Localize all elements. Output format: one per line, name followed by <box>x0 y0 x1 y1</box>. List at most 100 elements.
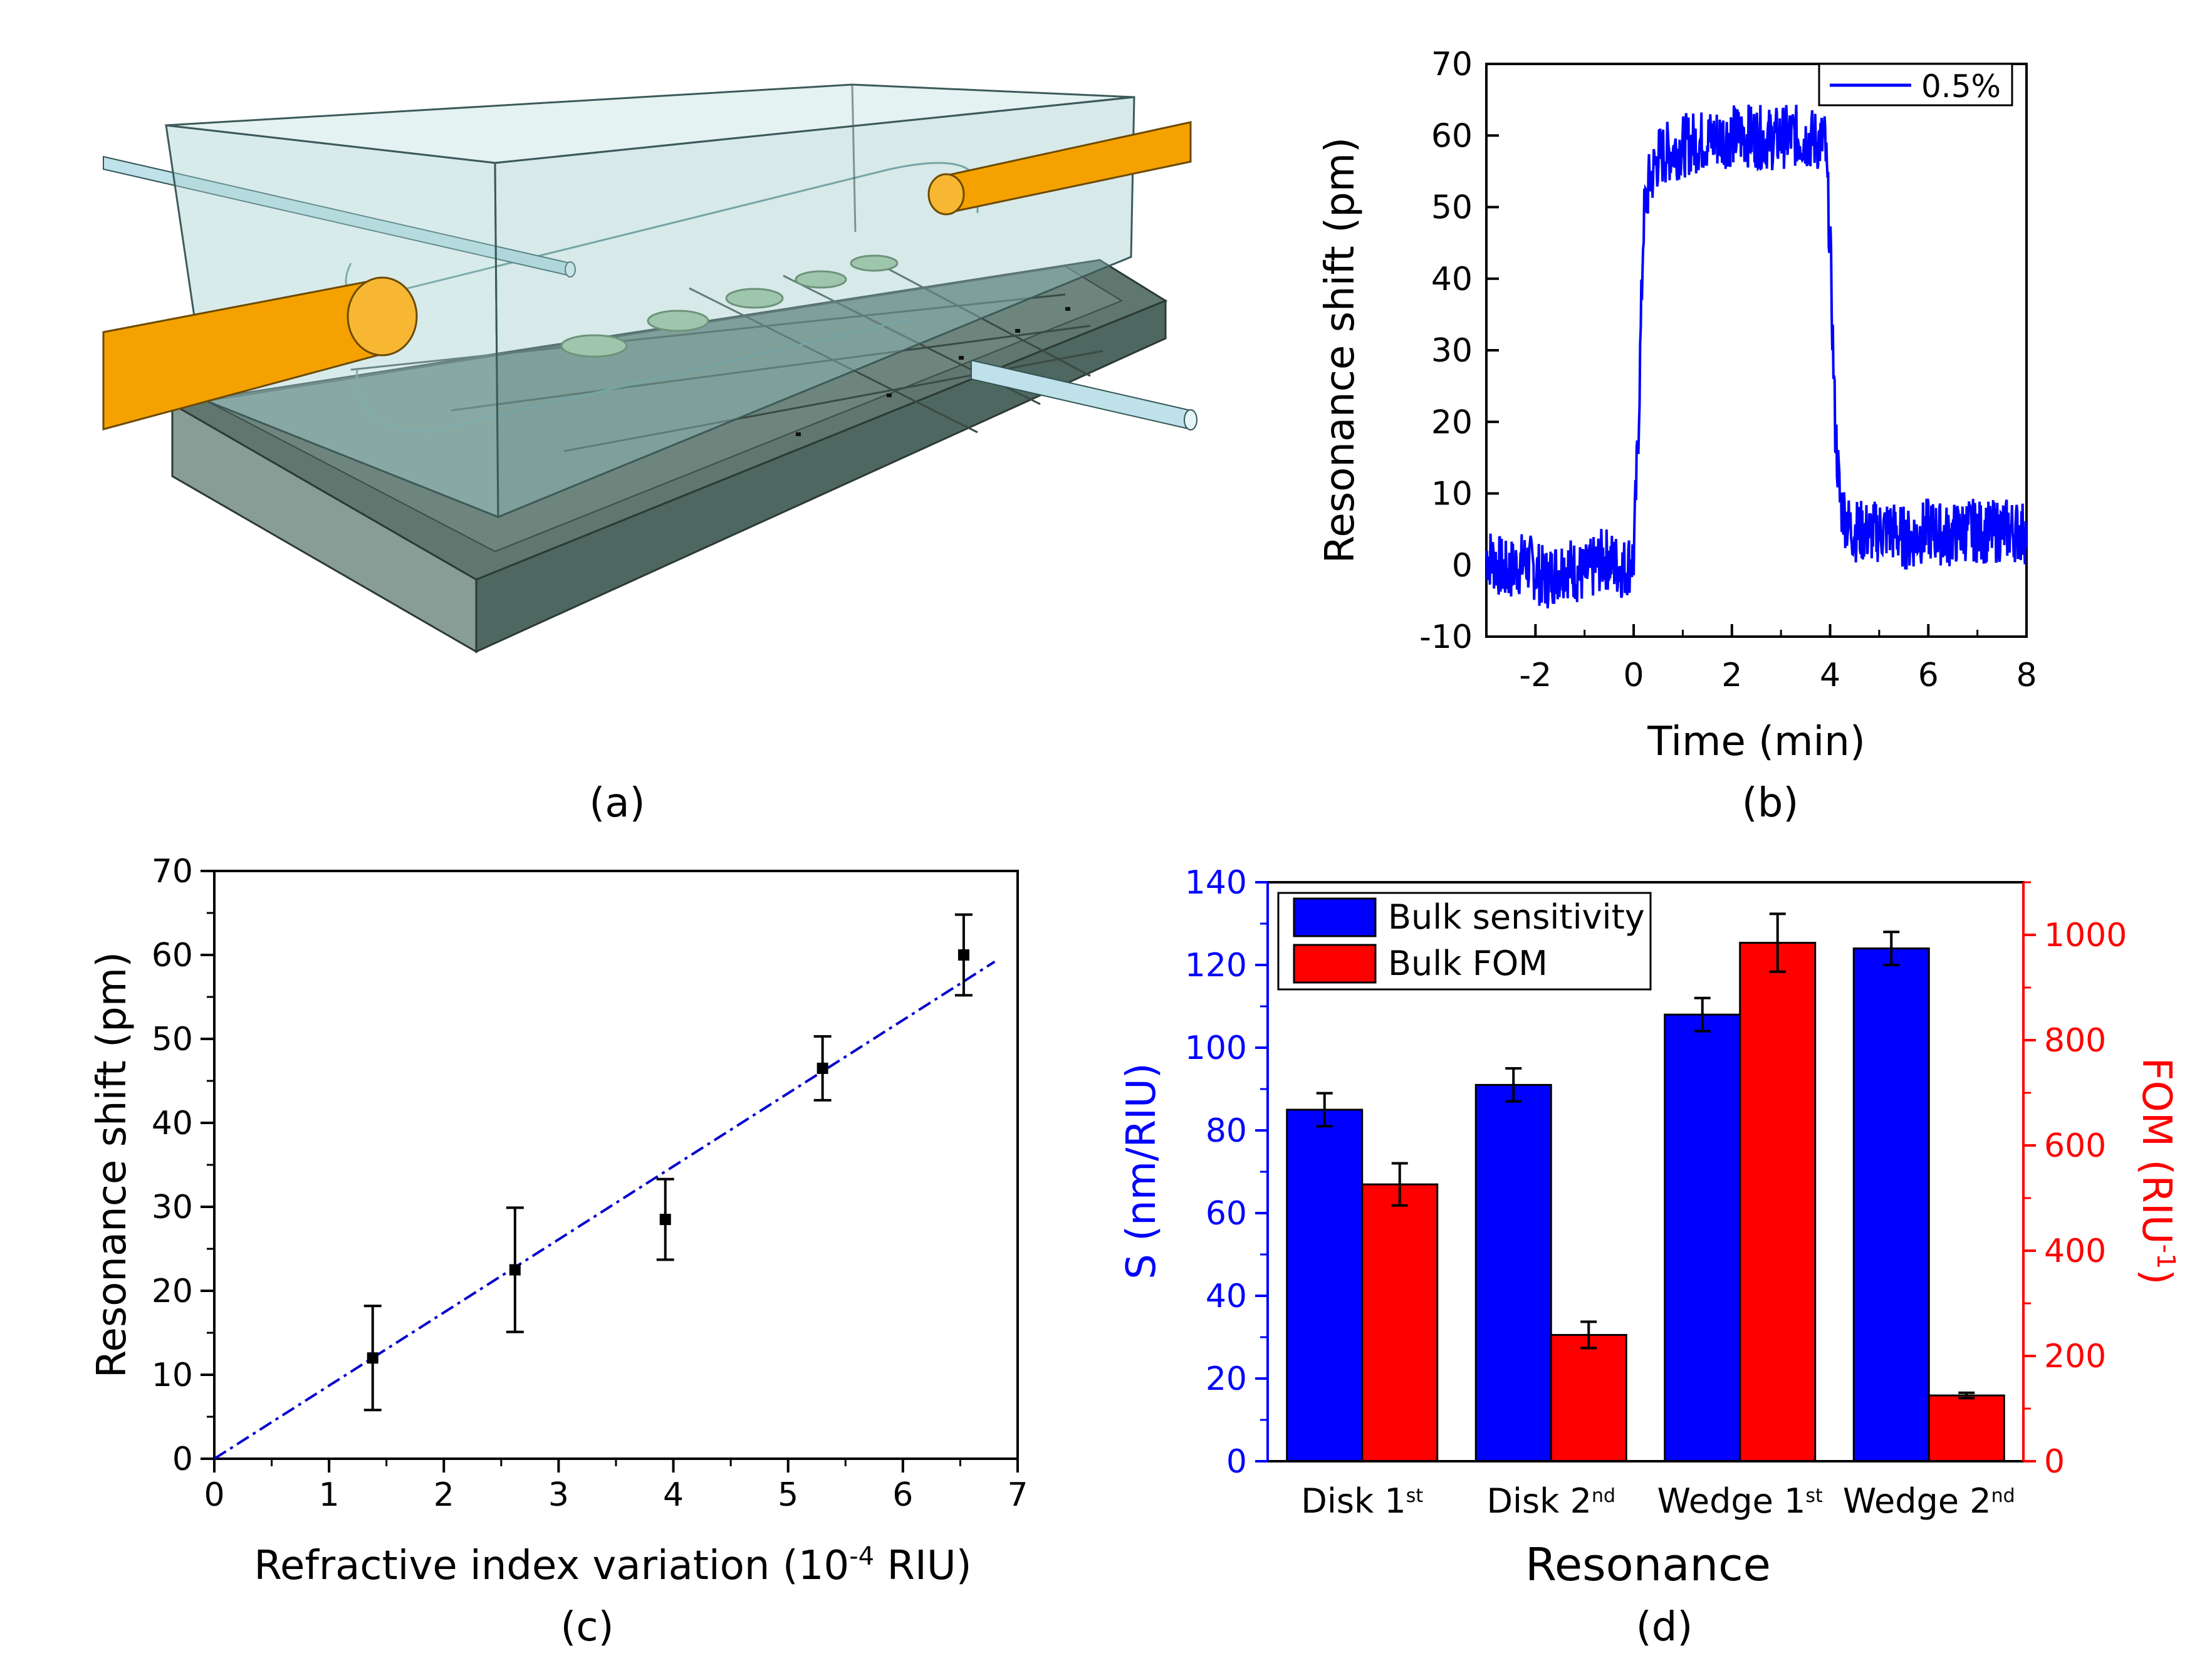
x-tick-label-b: 6 <box>1918 657 1939 694</box>
panel-b-chart: -2 0 2 4 6 8 -10 0 10 20 30 40 50 60 70 0.5% Time (min… <box>1317 46 2037 826</box>
outlet-tube <box>971 359 1197 430</box>
y-tick-label-b: 20 <box>1431 404 1473 441</box>
panel-a-caption: (a) <box>589 780 645 826</box>
data-point <box>506 1206 524 1333</box>
legend-label-sensitivity: Bulk sensitivity <box>1388 897 1645 937</box>
bar-bulk-fom <box>1928 1394 2005 1462</box>
category-label-sup: st <box>1406 1485 1424 1507</box>
x-axis-label-c-unit: RIU) <box>874 1543 972 1589</box>
x-tick-label-b: 0 <box>1624 657 1644 694</box>
x-axis-label-c: Refractive index variation (10-4 RIU) <box>254 1542 971 1589</box>
error-bar-fom <box>1769 912 1786 973</box>
y-axis-label-c: Resonance shift (pm) <box>89 952 135 1378</box>
y-tick-label-c: 30 <box>152 1189 193 1226</box>
x-tick-label-c: 4 <box>663 1476 684 1514</box>
legend-swatch-sensitivity <box>1293 897 1377 937</box>
y-tick-label-b: 0 <box>1452 547 1473 585</box>
y-axis-label-right-d: FOM (RIU-1) <box>2133 1058 2180 1285</box>
error-bar-sensitivity <box>1883 931 1900 966</box>
legend-label-b: 0.5% <box>1921 68 2001 105</box>
panel-d-chart: 0 20 40 60 80 100 120 140 0 200 400 600 800 1000 Disk … <box>1119 864 2180 1650</box>
y-tick-label-b: 40 <box>1431 261 1473 298</box>
y-axis-label-b: Resonance shift (pm) <box>1317 137 1364 563</box>
y-tick-label-right-d: 1000 <box>2044 917 2127 954</box>
chip-inset <box>204 265 1124 553</box>
y-tick-label-right-d: 0 <box>2044 1443 2065 1481</box>
error-bar-sensitivity <box>1505 1067 1522 1103</box>
category-label-main: Disk 2 <box>1486 1481 1592 1521</box>
y-tick-label-b: 10 <box>1431 476 1473 513</box>
bar-bulk-fom <box>1361 1183 1439 1462</box>
x-tick-label-b: 8 <box>2016 657 2037 694</box>
data-line-0.5% <box>1485 105 2028 608</box>
y-tick-label-left-d: 120 <box>1185 947 1247 984</box>
x-tick-label-c: 6 <box>892 1476 913 1514</box>
y-tick-label-left-d: 40 <box>1206 1278 1247 1315</box>
data-points-c <box>363 913 973 1412</box>
panel-c-caption: (c) <box>560 1604 613 1650</box>
legend-d: Bulk sensitivity Bulk FOM <box>1277 892 1652 991</box>
microdisks <box>560 254 899 358</box>
bars-d <box>1286 912 2005 1462</box>
y-tick-label-c: 20 <box>152 1273 193 1310</box>
y-tick-label-right-d: 800 <box>2044 1022 2106 1060</box>
category-label-d: Wedge 1st <box>1657 1481 1823 1521</box>
y-tick-label-left-d: 20 <box>1206 1360 1247 1398</box>
axis-ticks-b: -2 0 2 4 6 8 -10 0 10 20 30 40 50 60 70 <box>1419 46 2037 694</box>
linear-fit-line <box>213 961 996 1460</box>
y-tick-label-left-d: 60 <box>1206 1195 1247 1233</box>
category-label-sup: nd <box>1991 1485 2015 1507</box>
x-tick-label-b: 4 <box>1820 657 1840 694</box>
fluid-channel-lower <box>355 318 909 434</box>
waveguide-taps <box>796 307 1070 436</box>
y-axis-label-left-d: S (nm/RIU) <box>1119 1063 1165 1280</box>
category-label-d: Disk 1st <box>1301 1481 1423 1521</box>
x-tick-label-c: 3 <box>548 1476 569 1514</box>
legend-swatch-fom <box>1293 944 1377 984</box>
y-tick-label-c: 40 <box>152 1105 193 1142</box>
y-tick-label-b: 50 <box>1431 189 1473 227</box>
y-tick-label-c: 60 <box>152 937 193 974</box>
data-marker <box>957 949 969 961</box>
y-tick-label-right-d: 400 <box>2044 1233 2106 1270</box>
error-bar-fom <box>1391 1162 1408 1207</box>
panel-b-caption: (b) <box>1742 780 1799 826</box>
panel-d-caption: (d) <box>1636 1604 1693 1650</box>
x-tick-label-c: 5 <box>778 1476 798 1514</box>
x-tick-label-c: 1 <box>319 1476 340 1514</box>
error-bar-fom <box>1580 1320 1597 1350</box>
x-tick-label-c: 2 <box>434 1476 454 1514</box>
category-label-main: Wedge 2 <box>1843 1481 1991 1521</box>
y-tick-label-c: 70 <box>152 853 193 890</box>
y-axis-label-right-d-main: FOM (RIU <box>2133 1058 2179 1244</box>
data-point <box>813 1035 832 1102</box>
category-label-main: Disk 1 <box>1301 1481 1406 1521</box>
y-tick-label-left-d: 80 <box>1206 1112 1247 1150</box>
legend-label-fom: Bulk FOM <box>1388 944 1548 983</box>
axis-ticks-d: 0 20 40 60 80 100 120 140 0 200 400 600 800 1000 Disk … <box>1185 864 2127 1521</box>
data-marker <box>659 1214 671 1226</box>
y-tick-label-left-d: 0 <box>1226 1443 1247 1481</box>
x-axis-label-b: Time (min) <box>1647 719 1865 765</box>
x-tick-label-b: -2 <box>1519 657 1552 694</box>
category-label-sup: nd <box>1592 1485 1615 1507</box>
category-label-d: Wedge 2nd <box>1843 1481 2015 1521</box>
y-tick-label-left-d: 100 <box>1185 1030 1247 1067</box>
y-tick-label-c: 10 <box>152 1357 193 1394</box>
fiber-right <box>927 121 1192 216</box>
category-label-main: Wedge 1 <box>1657 1481 1806 1521</box>
data-point <box>954 913 973 997</box>
y-tick-label-left-d: 140 <box>1185 864 1247 902</box>
y-tick-label-c: 50 <box>152 1021 193 1058</box>
bar-bulk-sensitivity <box>1474 1083 1552 1462</box>
x-tick-label-b: 2 <box>1721 657 1742 694</box>
y-tick-label-right-d: 200 <box>2044 1338 2106 1375</box>
bar-bulk-sensitivity <box>1664 1013 1741 1462</box>
y-tick-label-b: -10 <box>1419 618 1473 656</box>
category-label-sup: st <box>1805 1485 1823 1507</box>
y-tick-label-c: 0 <box>172 1441 193 1478</box>
data-point <box>656 1177 674 1261</box>
bar-bulk-sensitivity <box>1286 1108 1364 1462</box>
bar-bulk-sensitivity <box>1852 947 1930 1462</box>
